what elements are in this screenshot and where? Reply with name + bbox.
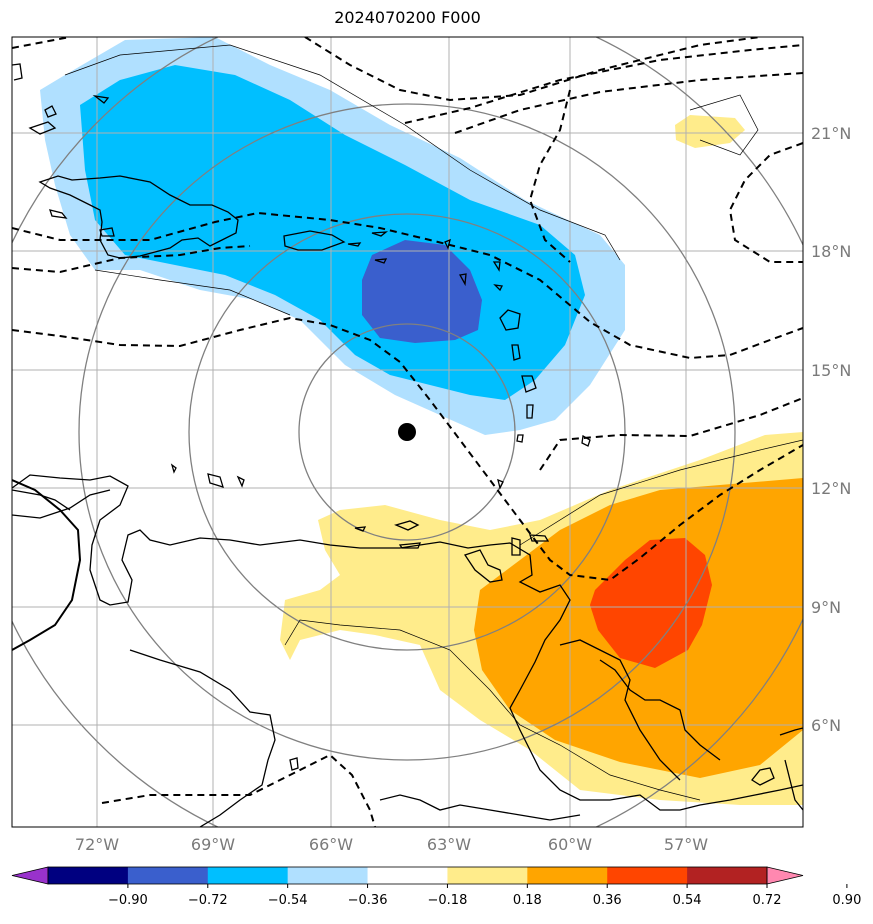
colorbar-tick-label: 0.18 <box>513 893 542 908</box>
colorbar-tick-label: −0.18 <box>428 893 468 908</box>
colorbar-frame <box>47 866 768 885</box>
colorbar-tick-label: 0.90 <box>832 893 861 908</box>
colorbar-tick-label: 0.72 <box>753 893 782 908</box>
lat-label-9n: 9°N <box>811 598 841 617</box>
colorbar-under-triangle <box>11 866 49 885</box>
country-boundary <box>12 479 82 651</box>
range-rings <box>12 37 803 827</box>
lon-label-66w: 66°W <box>309 835 353 854</box>
positive-anomaly-outer-north <box>675 115 745 148</box>
coastlines <box>12 63 803 827</box>
thin-boundaries <box>64 44 803 801</box>
longitude-labels: 72°W 69°W 66°W 63°W 60°W 57°W <box>75 835 708 854</box>
map-title: 2024070200 F000 <box>334 8 481 27</box>
lat-label-21n: 21°N <box>811 124 851 143</box>
colorbar-tick-label: −0.72 <box>188 893 228 908</box>
colorbar: −0.90 −0.72 −0.54 −0.36 −0.18 0.18 0.36 0.54 0.7… <box>11 866 861 908</box>
colorbar-segment <box>607 867 688 884</box>
storm-center-marker <box>398 423 416 441</box>
dashed-contours <box>12 37 803 827</box>
lat-label-18n: 18°N <box>811 242 851 261</box>
colorbar-segment <box>287 867 369 884</box>
lon-label-57w: 57°W <box>664 835 708 854</box>
map-frame <box>11 36 804 828</box>
colorbar-segment <box>48 867 129 884</box>
lon-label-63w: 63°W <box>427 835 471 854</box>
colorbar-tick-label: 0.54 <box>673 893 702 908</box>
colorbar-segment <box>687 867 768 884</box>
colorbar-tick-label: −0.54 <box>268 893 308 908</box>
colorbar-segment <box>207 867 289 884</box>
latitude-labels: 21°N 18°N 15°N 12°N 9°N 6°N <box>811 124 851 735</box>
colorbar-segment <box>367 867 448 884</box>
lon-label-72w: 72°W <box>75 835 119 854</box>
lat-label-6n: 6°N <box>811 716 841 735</box>
lat-label-12n: 12°N <box>811 479 851 498</box>
positive-anomaly-core <box>590 538 712 668</box>
colorbar-tick-label: −0.36 <box>348 893 388 908</box>
lon-label-69w: 69°W <box>191 835 235 854</box>
colorbar-tick-label: 0.36 <box>593 893 622 908</box>
colorbar-segment <box>127 867 209 884</box>
lat-label-15n: 15°N <box>811 361 851 380</box>
negative-anomaly-core <box>362 240 482 343</box>
colorbar-segment <box>447 867 528 884</box>
map-panel <box>12 37 803 827</box>
colorbar-over-triangle <box>766 866 804 885</box>
lon-label-60w: 60°W <box>548 835 592 854</box>
colorbar-segment <box>527 867 608 884</box>
colorbar-tick-label: −0.90 <box>108 893 148 908</box>
